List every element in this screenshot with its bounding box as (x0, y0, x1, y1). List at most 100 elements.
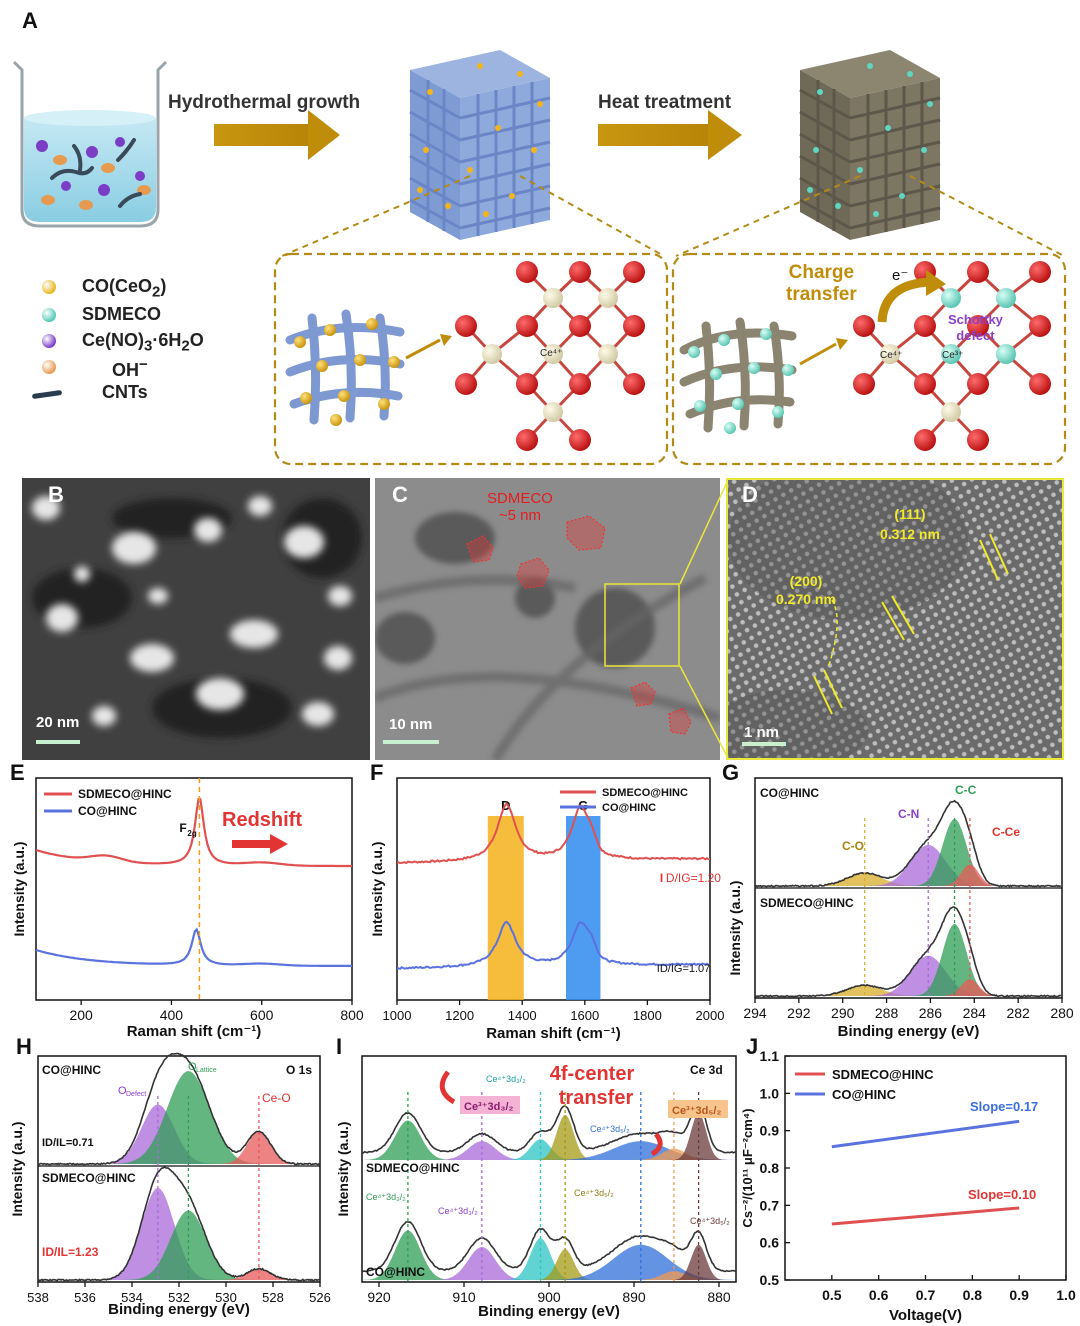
legend-item: CNTs (31, 382, 248, 406)
series-label: SDMECO@HINC (42, 1171, 136, 1185)
scale-bar (742, 742, 786, 746)
x-axis-label: Voltage(V) (889, 1307, 962, 1324)
plot-frame (396, 777, 711, 1001)
x-tick-label: 284 (963, 1005, 987, 1021)
x-tick-label: 534 (121, 1290, 143, 1305)
step-hydrothermal-label: Hydrothermal growth (168, 92, 361, 113)
x-tick-label: 528 (262, 1290, 284, 1305)
x-tick-label: 920 (367, 1289, 391, 1305)
band-G (566, 816, 601, 1000)
lattice-111-label: (111) 0.312 nm (880, 506, 940, 542)
fit-envelope (362, 1100, 737, 1154)
ball-icon (42, 308, 56, 322)
component-label: C-C (955, 783, 977, 797)
legend-label: SDMECO@HINC (602, 787, 688, 799)
band-D (487, 816, 524, 1000)
lattice-200-label: (200) 0.270 nm (776, 573, 836, 607)
y-tick-label: 0.9 (760, 1123, 780, 1139)
ce4-label-left: Ce⁴⁺ (540, 348, 563, 359)
legend-label: CO(CeO2) (82, 276, 167, 301)
legend-label: CO@HINC (602, 802, 656, 814)
fit-component-OLattice (38, 1210, 320, 1280)
component-label: Ce⁴⁺3d₅/₂ (590, 1124, 630, 1134)
x-tick-label: 1200 (445, 1008, 474, 1023)
y-axis-label: Intensity (a.u.) (727, 881, 743, 976)
y-tick-label: 1.0 (760, 1085, 780, 1101)
series-line-SDMECO@HINC (396, 801, 710, 865)
ratio-label: D/IG=1.20 (666, 871, 721, 885)
x-tick-label: 0.7 (916, 1287, 936, 1303)
fit-component-Ce4+3d3/2 (362, 1238, 736, 1280)
panel-d-hrtem-image: (111) 0.312 nm (200) 0.270 nm 1 nm (726, 478, 1064, 760)
component-label: Ce-O (262, 1091, 291, 1105)
x-tick-label: 532 (168, 1290, 190, 1305)
panel-c-tem-image: SDMECO ~5 nm 10 nm (375, 478, 720, 760)
component-label: Ce⁴⁺3d₅/₂ (690, 1216, 730, 1226)
x-tick-label: 1.0 (1056, 1287, 1076, 1303)
x-axis-label: Binding energy (eV) (838, 1023, 980, 1040)
x-tick-label: 286 (919, 1005, 943, 1021)
panel-b-letter: B (48, 482, 64, 507)
series-line-CO@HINC (831, 1119, 1020, 1149)
x-tick-label: 292 (787, 1005, 811, 1021)
fit-component-C-N (755, 955, 1062, 996)
label-highlight (460, 1096, 520, 1114)
scale-label: 20 nm (36, 714, 80, 731)
series-line-SDMECO@HINC (35, 798, 352, 868)
fit-component-OLattice (38, 1071, 320, 1164)
fit-component-Ce4+3d3/2 (362, 1230, 736, 1280)
plot-frame (35, 777, 353, 1001)
spectrum-title: Ce 3d (690, 1063, 723, 1077)
scale-bar (383, 740, 439, 744)
fit-component-C-N (755, 845, 1062, 886)
sdmeco-lattice-icon (853, 261, 1051, 451)
annotation-label: transfer (559, 1087, 634, 1109)
ratio-label: ID/IL=0.71 (42, 1137, 94, 1149)
component-label: O (188, 1061, 197, 1073)
x-tick-label: 0.5 (822, 1287, 842, 1303)
electron-label: e⁻ (892, 267, 909, 284)
x-tick-label: 526 (309, 1290, 331, 1305)
x-tick-label: 294 (743, 1005, 767, 1021)
component-label: Ce⁴⁺3d₃/₂ (438, 1206, 478, 1216)
zoom-connector (679, 479, 729, 759)
panel-c-letter: C (392, 482, 408, 507)
legend-label: CO@HINC (78, 804, 137, 818)
fit-envelope (37, 1052, 321, 1166)
panel-f-letter: F (370, 760, 384, 785)
component-label: Defect (126, 1091, 146, 1098)
x-tick-label: 530 (215, 1290, 237, 1305)
component-label: Ce⁴⁺3d₃/₂ (486, 1074, 526, 1084)
legend-label: CO@HINC (832, 1087, 897, 1102)
legend-label: OH− (112, 356, 148, 380)
ce3-label: Ce³⁺ (942, 350, 964, 361)
x-tick-label: 900 (537, 1289, 561, 1305)
x-axis-label: Raman shift (cm⁻¹) (486, 1025, 621, 1042)
fit-component-Ce-O (38, 1268, 320, 1280)
series-label: CO@HINC (760, 786, 819, 800)
fit-component-Ce4+3d3/2 (362, 1139, 736, 1160)
fit-component-Ce4+3d3/2 (362, 1120, 736, 1160)
x-tick-label: 2000 (696, 1008, 725, 1023)
arrow-icon (598, 124, 710, 146)
ball-icon (42, 334, 56, 348)
redshift-label: Redshift (222, 809, 302, 831)
scale-label: 1 nm (744, 724, 780, 741)
x-tick-label: 890 (622, 1289, 646, 1305)
x-tick-label: 0.8 (963, 1287, 983, 1303)
series-line-SDMECO@HINC (831, 1206, 1020, 1226)
x-tick-label: 600 (250, 1007, 274, 1023)
series-label: CO@HINC (366, 1265, 425, 1279)
blue-scaffold-icon (409, 50, 551, 240)
legend-label: SDMECO@HINC (78, 787, 172, 801)
component-label: C-N (898, 807, 919, 821)
panel-a-letter: A (22, 8, 38, 33)
legend-label: CNTs (102, 382, 148, 402)
x-tick-label: 0.9 (1009, 1287, 1029, 1303)
dark-scaffold-icon (799, 50, 941, 240)
panel-a-schematic (12, 50, 1067, 466)
y-axis-label: Intensity (a.u.) (335, 1122, 351, 1217)
ratio-label: I (660, 871, 663, 885)
x-tick-label: 400 (160, 1007, 184, 1023)
legend-label: SDMECO (82, 304, 162, 324)
